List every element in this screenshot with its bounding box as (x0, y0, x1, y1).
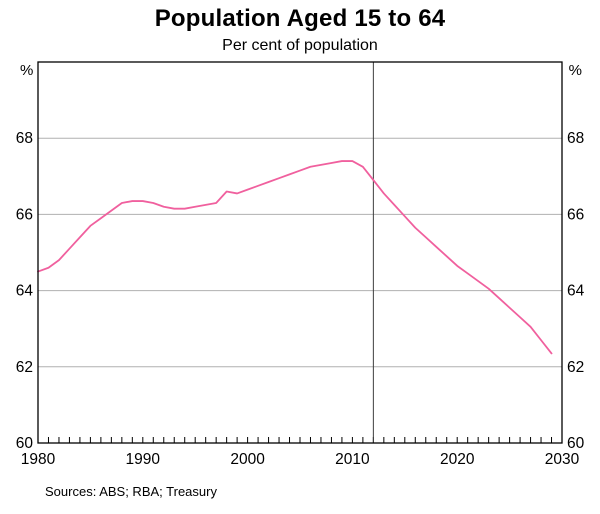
y-axis-label-left: 62 (16, 359, 33, 376)
chart-title: Population Aged 15 to 64 (154, 5, 446, 32)
y-axis-label-left: 68 (16, 130, 33, 147)
x-axis-label: 1980 (21, 451, 56, 468)
plot-frame (37, 61, 563, 444)
y-axis-label-right: 64 (567, 283, 585, 300)
x-axis-label: 2010 (335, 451, 370, 468)
x-axis-label: 2020 (440, 451, 475, 468)
y-axis-label-left: 64 (16, 283, 34, 300)
y-axis-unit-right: % (568, 62, 582, 79)
sources-note: Sources: ABS; RBA; Treasury (45, 484, 217, 499)
y-axis-label-right: 60 (567, 435, 585, 452)
y-axis-label-left: 66 (16, 206, 33, 223)
x-axis-label: 1990 (126, 451, 161, 468)
y-axis-label-right: 62 (567, 359, 584, 376)
y-axis-unit-left: % (20, 62, 34, 79)
y-axis-label-right: 66 (567, 206, 584, 223)
series-line-population-15-64 (37, 160, 553, 355)
chart-subtitle: Per cent of population (222, 37, 378, 54)
x-axis-label: 2030 (545, 451, 580, 468)
x-axis-label: 2000 (230, 451, 265, 468)
y-axis-label-right: 68 (567, 130, 584, 147)
y-axis-label-left: 60 (16, 435, 34, 452)
